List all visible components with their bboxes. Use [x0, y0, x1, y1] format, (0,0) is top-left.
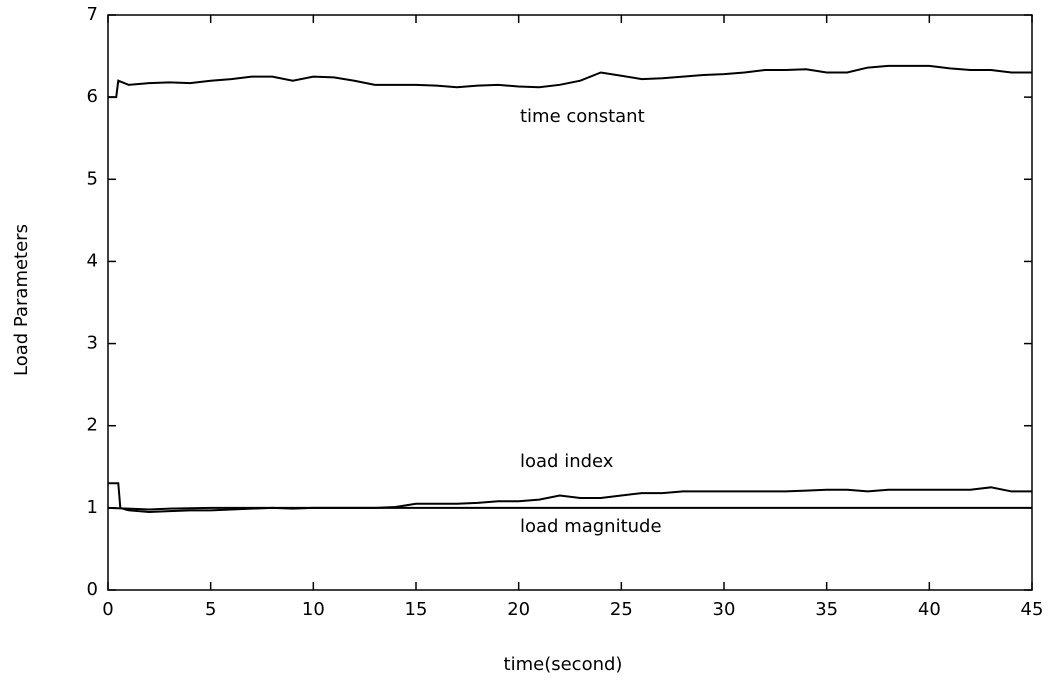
series-line — [108, 482, 1032, 513]
series-annotation: load magnitude — [520, 516, 662, 537]
x-tick-label: 5 — [205, 599, 216, 620]
x-tick-label: 45 — [1021, 599, 1044, 620]
y-tick-label: 6 — [87, 86, 98, 107]
x-tick-label: 15 — [405, 599, 428, 620]
series-annotation: load index — [520, 451, 614, 472]
series-annotation: time constant — [520, 106, 645, 127]
x-tick-label: 20 — [507, 599, 530, 620]
series-line — [108, 64, 1032, 99]
y-tick-label: 2 — [87, 415, 98, 436]
x-tick-label: 10 — [302, 599, 325, 620]
x-tick-label: 30 — [713, 599, 736, 620]
plot-frame — [107, 14, 1033, 591]
y-tick-label: 3 — [87, 333, 98, 354]
x-tick-label: 0 — [102, 599, 113, 620]
y-axis-label: Load Parameters — [11, 224, 32, 376]
y-tick-label: 5 — [87, 168, 98, 189]
x-tick-label: 25 — [610, 599, 633, 620]
series-line — [107, 506, 1032, 511]
y-tick-label: 4 — [87, 250, 98, 271]
x-tick-label: 35 — [815, 599, 838, 620]
x-tick-label: 40 — [918, 599, 941, 620]
y-tick-label: 1 — [87, 497, 98, 518]
y-tick-label: 7 — [87, 4, 98, 25]
y-tick-label: 0 — [87, 579, 98, 600]
x-axis-label: time(second) — [504, 654, 623, 675]
